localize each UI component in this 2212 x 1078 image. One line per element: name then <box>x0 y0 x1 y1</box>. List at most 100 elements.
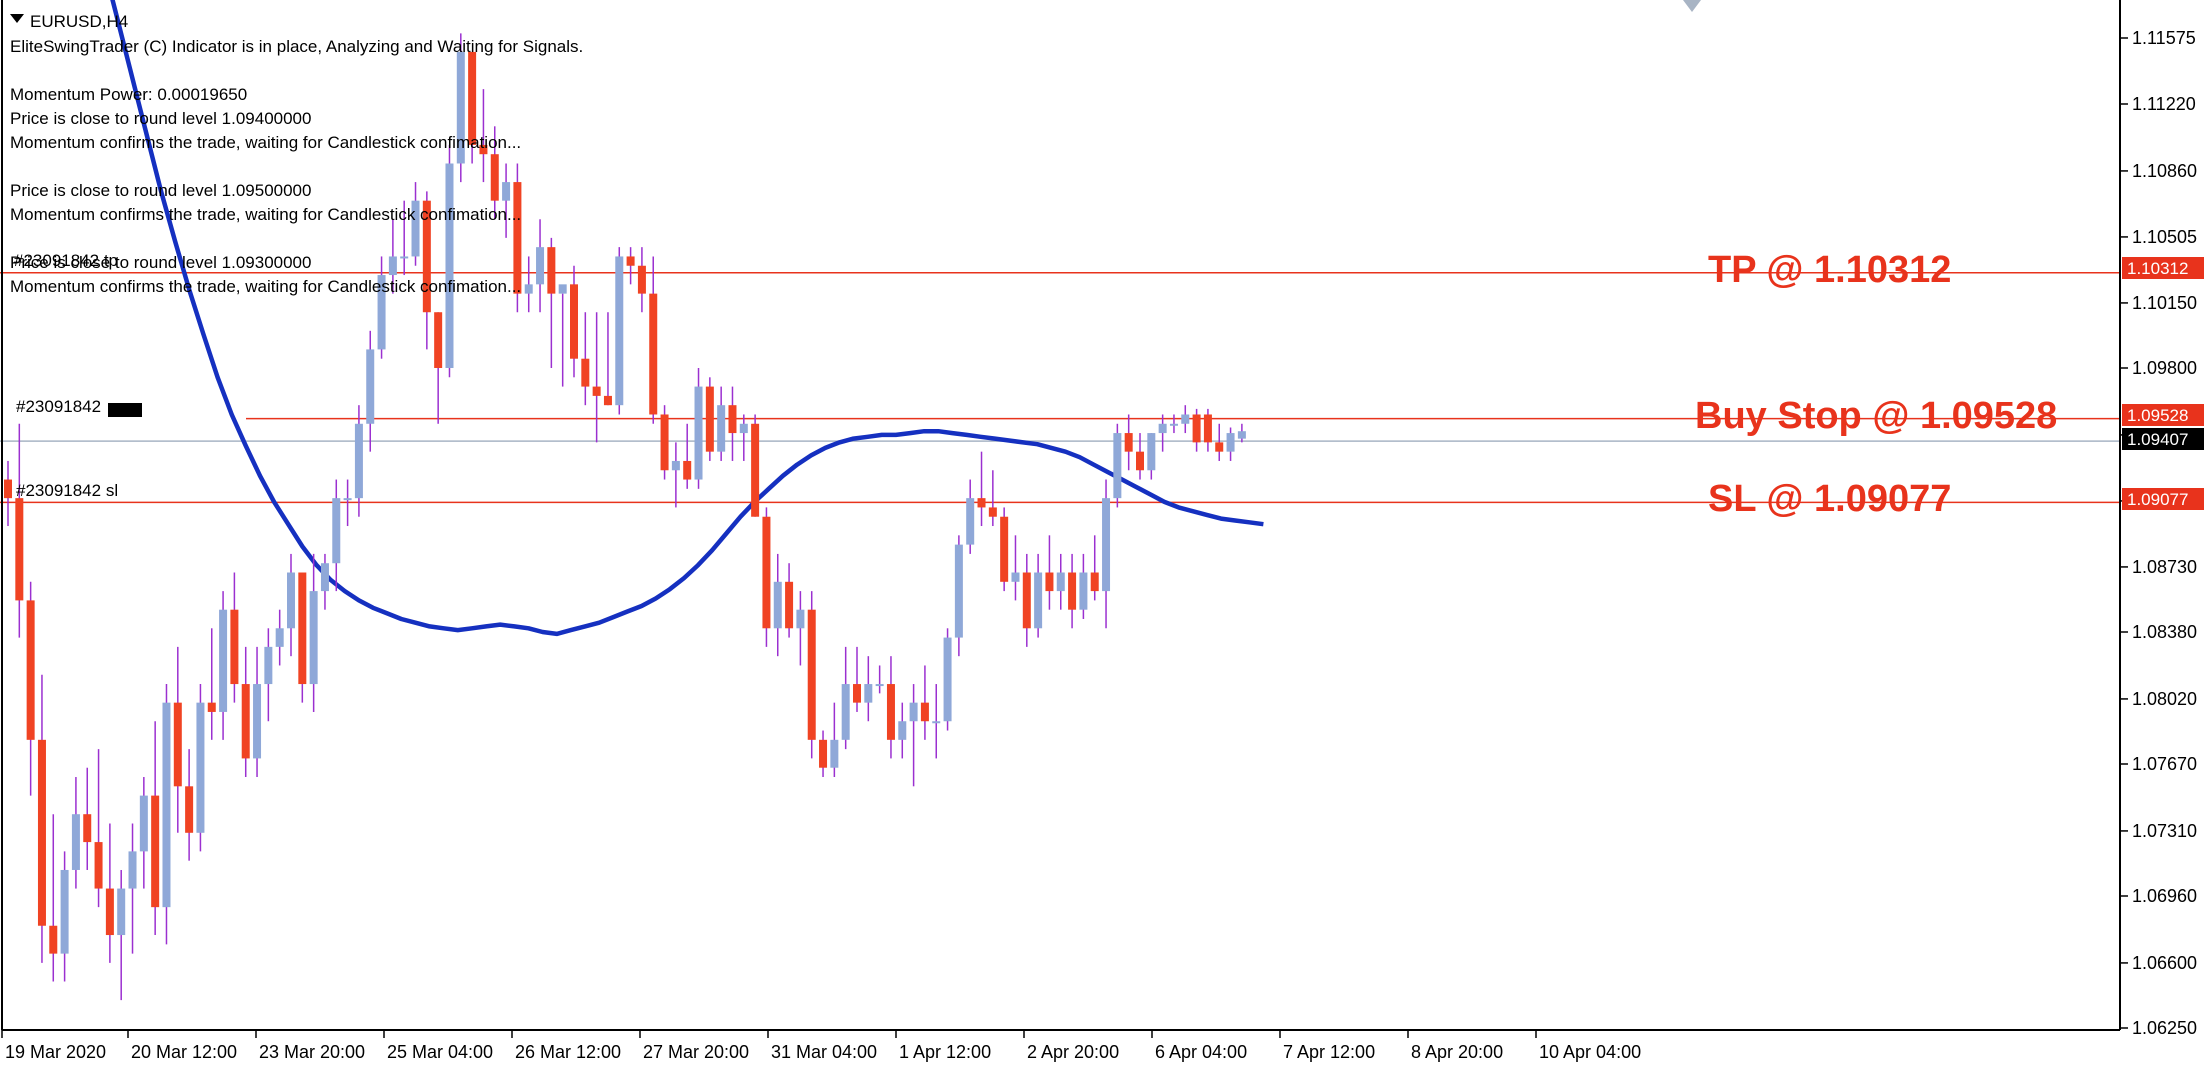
indicator-line: Price is close to round level 1.09400000 <box>10 109 311 128</box>
candle <box>400 200 409 276</box>
candle <box>264 628 273 722</box>
candle-body <box>796 609 805 629</box>
candle <box>581 312 590 406</box>
y-tick-label: 1.10150 <box>2132 293 2197 313</box>
y-tick-label: 1.08380 <box>2132 622 2197 642</box>
candle-body <box>1158 423 1167 434</box>
y-tick-label: 1.10860 <box>2132 161 2197 181</box>
candle-body <box>886 684 895 740</box>
candle <box>762 507 771 647</box>
candle-body <box>751 423 760 517</box>
candle-body <box>366 349 375 424</box>
candle <box>988 470 997 527</box>
candle <box>94 749 103 908</box>
candle <box>830 702 839 778</box>
candle <box>377 256 386 359</box>
candles <box>4 33 1246 1001</box>
candle <box>1147 433 1156 480</box>
candle-body <box>4 479 12 499</box>
candle <box>105 823 114 963</box>
x-tick-label: 25 Mar 04:00 <box>387 1042 493 1062</box>
order-tag-sl[interactable]: #23091842 sl <box>16 481 118 500</box>
candle <box>37 674 46 963</box>
candle <box>660 405 669 480</box>
x-tick-label: 23 Mar 20:00 <box>259 1042 365 1062</box>
candle-body <box>139 795 148 852</box>
candle-body <box>694 386 703 480</box>
candle <box>1056 553 1065 610</box>
candle <box>909 684 918 787</box>
candle-body <box>388 256 397 276</box>
candle <box>468 51 477 164</box>
y-tick-label: 1.07310 <box>2132 821 2197 841</box>
candle <box>15 423 24 638</box>
candle-body <box>83 814 92 843</box>
candle <box>1215 423 1224 461</box>
candle <box>49 814 58 982</box>
candle-body <box>1192 414 1201 443</box>
candle-body <box>1113 433 1122 499</box>
candle <box>649 256 658 424</box>
candle <box>456 33 465 183</box>
candle <box>671 442 680 508</box>
candle-body <box>207 702 216 712</box>
order-tag-entry[interactable]: #23091842 <box>16 397 101 416</box>
x-tick-label: 26 Mar 12:00 <box>515 1042 621 1062</box>
candle-body <box>807 609 816 740</box>
candle <box>139 777 148 889</box>
candle <box>626 247 635 285</box>
candle <box>230 572 239 703</box>
chart-shift-marker[interactable] <box>1683 0 1701 12</box>
candle-body <box>853 684 861 703</box>
candle-body <box>671 460 680 471</box>
candle-body <box>241 684 250 759</box>
candle-body <box>162 702 171 908</box>
y-tick-label: 1.09800 <box>2132 358 2197 378</box>
y-tick-label: 1.10505 <box>2132 227 2197 247</box>
candle-body <box>830 739 839 768</box>
x-tick-label: 10 Apr 04:00 <box>1539 1042 1641 1062</box>
candle <box>151 721 160 936</box>
candle-body <box>456 51 465 164</box>
symbol-title[interactable]: EURUSD,H4 <box>30 12 128 31</box>
sl-label: SL @ 1.09077 <box>1708 478 1951 520</box>
candle <box>954 535 963 657</box>
candle <box>117 869 126 1001</box>
candle <box>320 553 329 610</box>
indicator-line: Price is close to round level 1.09500000 <box>10 181 311 200</box>
current-price-tag-text: 1.09407 <box>2127 430 2188 449</box>
candle <box>287 553 295 657</box>
candle-body <box>1011 572 1020 582</box>
candle <box>694 368 703 489</box>
candle <box>128 823 137 954</box>
candle-body <box>298 572 307 685</box>
candle <box>434 312 443 424</box>
candle-body <box>151 795 160 908</box>
candle <box>1192 408 1201 452</box>
candle-body <box>966 498 975 545</box>
candle-body <box>445 163 454 368</box>
y-tick-label: 1.08730 <box>2132 557 2197 577</box>
candle-body <box>320 563 329 592</box>
candle-body <box>819 739 828 768</box>
x-tick-label: 6 Apr 04:00 <box>1155 1042 1247 1062</box>
candle <box>751 414 760 517</box>
candle-body <box>637 265 646 294</box>
candle <box>445 144 454 378</box>
candle-body <box>728 405 737 434</box>
dropdown-arrow-icon[interactable] <box>10 14 24 23</box>
candle <box>1169 414 1178 434</box>
candle <box>524 256 533 313</box>
candle <box>253 646 262 778</box>
x-tick-label: 31 Mar 04:00 <box>771 1042 877 1062</box>
candle-body <box>94 842 103 889</box>
candle-body <box>1090 572 1099 592</box>
y-tick-label: 1.11575 <box>2132 28 2196 48</box>
candle-body <box>15 498 24 601</box>
candle-body <box>105 888 114 936</box>
candle-body <box>49 925 58 954</box>
candle-body <box>60 869 69 954</box>
candle-body <box>117 888 126 936</box>
